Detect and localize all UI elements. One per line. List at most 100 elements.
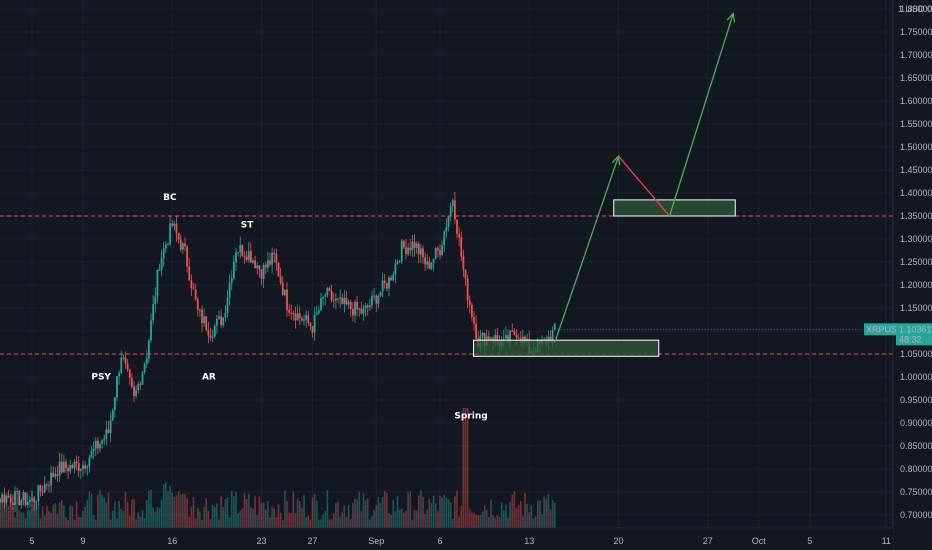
volume-bar bbox=[243, 492, 246, 528]
candle bbox=[198, 309, 201, 311]
candle bbox=[354, 301, 356, 316]
volume-bar bbox=[500, 502, 503, 528]
candle bbox=[260, 269, 263, 280]
candle bbox=[373, 295, 376, 297]
candle bbox=[126, 363, 129, 370]
candle bbox=[436, 247, 439, 251]
time-axis-tick: 6 bbox=[437, 536, 442, 546]
volume-bar bbox=[496, 515, 499, 528]
volume-bar bbox=[99, 490, 101, 528]
candle bbox=[322, 296, 325, 299]
arrow-head-icon bbox=[726, 12, 736, 23]
volume-bar bbox=[294, 512, 297, 528]
volume-bar bbox=[417, 495, 420, 528]
accumulation-zone[interactable] bbox=[473, 339, 660, 357]
volume-bar bbox=[490, 499, 492, 528]
candle bbox=[470, 304, 473, 318]
countdown: 48:32 bbox=[899, 334, 922, 344]
volume-bar bbox=[133, 498, 135, 528]
candle bbox=[426, 261, 429, 265]
price-axis-tick: 1.75000 bbox=[900, 27, 932, 37]
volume-bar bbox=[445, 497, 448, 528]
volume-bar bbox=[462, 408, 465, 528]
volume-bar bbox=[494, 517, 497, 528]
candle bbox=[307, 315, 310, 323]
volume-bar bbox=[182, 493, 184, 528]
candle bbox=[366, 305, 369, 308]
symbol-badge[interactable] bbox=[864, 323, 896, 336]
volume-bar bbox=[292, 491, 295, 528]
volume-bar bbox=[271, 506, 273, 528]
volume-bar bbox=[254, 496, 256, 528]
projection-segment[interactable] bbox=[668, 13, 734, 217]
volume-bar bbox=[341, 512, 344, 528]
candle bbox=[20, 500, 23, 506]
candle bbox=[190, 280, 193, 289]
candle bbox=[181, 243, 184, 250]
candle bbox=[466, 278, 469, 301]
candle bbox=[122, 357, 125, 359]
candle bbox=[256, 265, 259, 269]
volume-bar bbox=[5, 492, 8, 528]
candle bbox=[279, 276, 282, 283]
volume-bar bbox=[145, 499, 148, 528]
volume-bar bbox=[318, 519, 320, 528]
candle bbox=[11, 502, 14, 505]
candle bbox=[43, 484, 46, 493]
candle bbox=[264, 264, 267, 268]
volume-bar bbox=[505, 504, 507, 528]
candle bbox=[424, 257, 427, 265]
volume-bar bbox=[228, 517, 231, 528]
time-axis-tick: 27 bbox=[307, 536, 317, 546]
volume-bar bbox=[409, 491, 412, 528]
candle bbox=[402, 240, 405, 248]
volume-bar bbox=[262, 502, 265, 528]
candle bbox=[460, 237, 463, 257]
volume-bar bbox=[424, 513, 426, 528]
candle bbox=[337, 298, 339, 300]
volume-bar bbox=[177, 491, 180, 528]
candle bbox=[281, 282, 284, 295]
candle bbox=[509, 330, 512, 343]
projection-segment[interactable] bbox=[618, 155, 670, 217]
volume-bar bbox=[481, 511, 484, 528]
volume-bar bbox=[41, 506, 44, 528]
candle bbox=[275, 253, 278, 263]
candle bbox=[553, 323, 556, 330]
volume-bar bbox=[536, 500, 539, 528]
candle bbox=[451, 200, 454, 206]
candle bbox=[245, 256, 248, 261]
candle bbox=[48, 485, 50, 487]
candle bbox=[175, 223, 178, 233]
candle bbox=[483, 333, 486, 346]
volume-bar bbox=[515, 507, 518, 528]
volume-bar bbox=[434, 503, 437, 528]
candle bbox=[375, 295, 378, 304]
candle bbox=[317, 310, 320, 314]
projection-segment[interactable] bbox=[554, 155, 620, 343]
candle bbox=[194, 289, 197, 300]
projection-path[interactable] bbox=[554, 12, 736, 343]
volume-bar bbox=[451, 518, 454, 528]
volume-bar bbox=[553, 502, 556, 528]
candle bbox=[7, 495, 10, 498]
volume-bar bbox=[88, 491, 91, 528]
volume-bar bbox=[383, 490, 386, 528]
volume-bar bbox=[201, 519, 203, 528]
candle bbox=[311, 326, 314, 333]
volume-bar bbox=[50, 512, 52, 528]
volume-bar bbox=[320, 519, 322, 528]
volume-bar bbox=[60, 500, 63, 528]
volume-bar bbox=[313, 493, 316, 528]
volume-bar bbox=[199, 511, 201, 528]
volume-bar bbox=[286, 501, 288, 528]
price-axis-tick: 0.80000 bbox=[900, 464, 932, 474]
candles bbox=[0, 191, 556, 513]
retest-zone[interactable] bbox=[613, 199, 736, 217]
candle bbox=[124, 357, 127, 364]
candle bbox=[419, 248, 422, 255]
volume-bar bbox=[18, 509, 21, 528]
volume-bar bbox=[298, 500, 301, 528]
price-axis-tick: 0.70000 bbox=[900, 510, 932, 520]
